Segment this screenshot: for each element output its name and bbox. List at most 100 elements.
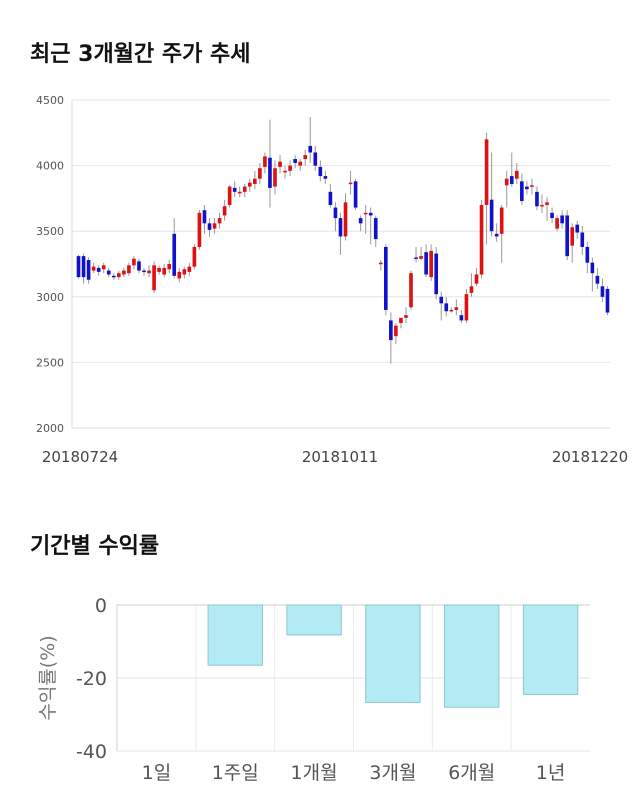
candle-body <box>509 176 514 184</box>
candle-body <box>545 202 549 205</box>
candle-body <box>580 232 585 247</box>
x-tick-label: 20181220 <box>552 448 628 466</box>
candle-body <box>298 161 302 166</box>
y-tick-label: 3000 <box>36 291 64 304</box>
x-tick-label: 1개월 <box>291 762 338 784</box>
candle-body <box>222 206 227 216</box>
candle-body <box>368 212 373 216</box>
candle-body <box>237 191 242 194</box>
candle-body <box>469 286 474 293</box>
candle-body <box>384 246 388 310</box>
candle-body <box>308 145 313 153</box>
y-tick-label: 3500 <box>36 225 64 238</box>
x-tick-label: 20180724 <box>42 448 118 466</box>
candle-body <box>535 191 539 207</box>
bar <box>522 604 579 695</box>
candle-body <box>565 215 569 257</box>
candle-body <box>605 288 610 313</box>
candle-body <box>288 165 292 171</box>
candle-body <box>409 273 413 308</box>
candle-body <box>595 275 600 284</box>
candle-body <box>590 262 595 274</box>
candle-body <box>283 170 287 173</box>
y-tick-label: 4000 <box>36 160 64 173</box>
candle-body <box>358 218 363 224</box>
y-tick-label: 4500 <box>36 94 64 107</box>
candle-body <box>600 286 605 297</box>
candle-body <box>187 266 192 272</box>
candle-body <box>212 223 217 229</box>
candle-body <box>373 218 378 240</box>
candle-body <box>389 320 393 341</box>
bar <box>444 604 500 708</box>
candle-body <box>273 168 277 187</box>
x-tick-label: 1주일 <box>212 762 259 784</box>
candle-body <box>167 264 172 270</box>
x-tick-label: 1년 <box>536 762 566 784</box>
candle-body <box>404 315 408 318</box>
candle-body <box>504 178 509 186</box>
candle-body <box>242 186 247 192</box>
candle-body <box>499 207 504 234</box>
x-tick-label: 3개월 <box>369 762 416 784</box>
candle-body <box>91 266 96 271</box>
candle-body <box>122 270 126 275</box>
candle-body <box>152 265 156 291</box>
candle-body <box>303 155 308 160</box>
candle-body <box>318 166 323 177</box>
candle-body <box>454 307 459 310</box>
bar <box>207 604 263 666</box>
candle-body <box>247 182 252 187</box>
candle-body <box>338 218 343 237</box>
candle-body <box>494 233 499 237</box>
candle-body <box>540 204 544 207</box>
candle-body <box>192 246 197 267</box>
y-tick-label: 0 <box>95 595 107 617</box>
bar <box>365 604 421 703</box>
candle-body <box>464 294 469 321</box>
y-tick-label: 2500 <box>36 356 64 369</box>
x-tick-label: 20181011 <box>302 448 378 466</box>
candle-body <box>555 218 559 229</box>
candle-body <box>202 210 207 224</box>
candlestick-chart: 2000 2500 3000 3500 4000 4500 20180724 20181011… <box>36 94 628 466</box>
candle-body <box>268 157 272 188</box>
candle-body <box>585 246 590 263</box>
candle-body <box>227 186 232 205</box>
candle-body <box>101 265 106 270</box>
candle-body <box>278 161 282 167</box>
candle-body <box>253 178 257 184</box>
candle-body <box>575 224 580 233</box>
candle-body <box>117 273 121 278</box>
candle-body <box>439 296 444 304</box>
returns-bar-chart: 0 -20 -40 수익률(%) 1일 1주일 1개월 3개월 6개월 1년 <box>37 595 590 784</box>
candle-body <box>353 181 358 208</box>
candle-body <box>419 256 423 259</box>
candle-body <box>182 269 187 275</box>
candle-body <box>394 325 398 337</box>
candle-body <box>197 212 202 247</box>
y-tick-label: 2000 <box>36 422 64 435</box>
candle-body <box>399 317 403 324</box>
candle-body <box>258 168 262 179</box>
x-tick-label: 1일 <box>142 762 172 784</box>
candle-body <box>429 250 433 278</box>
candle-body <box>323 176 328 179</box>
candle-body <box>177 271 182 279</box>
candle-body <box>363 212 368 215</box>
price-trend-title: 최근 3개월간 주가 추세 <box>30 42 251 67</box>
bar <box>286 604 342 636</box>
candle-body <box>424 252 428 275</box>
candle-body <box>263 156 267 167</box>
candle-body <box>560 215 564 224</box>
candle-body <box>459 315 464 321</box>
candle-body <box>520 181 524 202</box>
candle-body <box>343 202 348 237</box>
candle-body <box>217 218 222 224</box>
candle-body <box>293 159 297 163</box>
candle-body <box>96 267 101 272</box>
y-tick-label: -20 <box>76 668 107 690</box>
candle-body <box>550 212 554 219</box>
candle-body <box>81 256 86 278</box>
y-axis-label: 수익률(%) <box>37 635 59 720</box>
